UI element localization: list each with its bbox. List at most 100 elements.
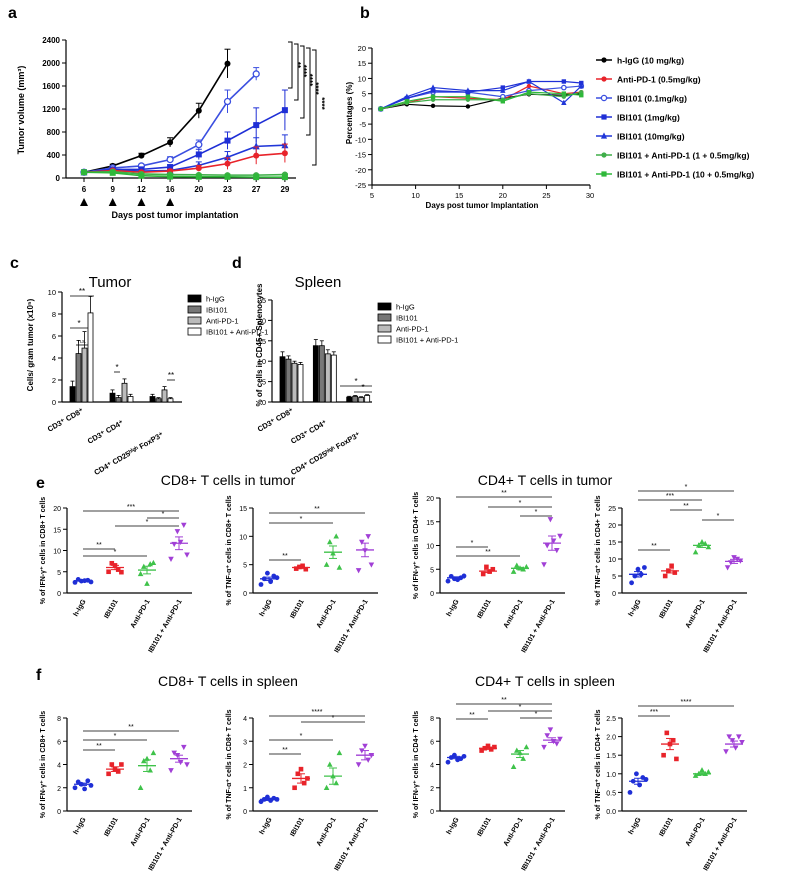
significance-mark: * [717, 513, 720, 520]
bar [167, 398, 174, 403]
bar [318, 345, 325, 403]
category-label: IBI101 [289, 816, 305, 837]
significance-bracket [294, 43, 299, 101]
category-label: h-IgG [73, 598, 88, 618]
significance-mark: ** [501, 697, 507, 704]
bar [297, 364, 304, 403]
y-tick-label: 1200 [42, 105, 60, 114]
y-tick-label: 4 [52, 354, 56, 363]
y-tick-label: 1.0 [606, 772, 616, 779]
y-tick-label: 0 [56, 174, 61, 183]
y-tick-label: 0 [430, 809, 434, 816]
x-tick-label: 25 [542, 191, 550, 200]
y-tick-label: 5 [57, 570, 61, 577]
significance-mark: * [354, 377, 357, 386]
y-tick-label: 0 [243, 809, 247, 816]
y-axis-label: % of TNF-α⁺ cells in CD4+ T cells [595, 709, 602, 819]
panel-c-title: Tumor [89, 274, 132, 291]
y-tick-label: 2.5 [606, 716, 616, 723]
y-tick-label: 4 [243, 716, 247, 723]
data-point [252, 142, 260, 150]
data-point [150, 559, 157, 566]
data-point [461, 573, 467, 579]
y-tick-label: 4 [57, 763, 61, 770]
data-point [195, 151, 202, 158]
category-label: IBI101 + Anti-PD-1 [703, 598, 739, 654]
significance-mark: ** [485, 549, 491, 556]
y-axis-label: % of IFN-γ⁺ cells in CD4+ T cells [413, 711, 420, 818]
category-label: IBI101 [658, 598, 674, 619]
data-point [224, 173, 231, 180]
category-label: Anti-PD-1 [130, 816, 152, 847]
panel-b-xlabel: Days post tumor Implantation [426, 201, 539, 210]
legend-label: IBI101 + Anti-PD-1 [396, 336, 458, 345]
data-point [561, 91, 567, 96]
category-label: CD3⁺ CD8⁺ [256, 406, 295, 434]
significance-mark: **** [312, 709, 323, 716]
data-point [167, 139, 174, 146]
bar [87, 312, 94, 403]
data-point [465, 104, 471, 109]
data-point [484, 564, 489, 570]
data-point [736, 734, 742, 740]
y-tick-label: 8 [57, 716, 61, 723]
bar [352, 395, 359, 403]
bar [346, 396, 353, 403]
data-point [224, 160, 231, 167]
data-point [579, 92, 584, 98]
legend-marker [601, 57, 607, 63]
bar [324, 353, 331, 403]
bar [81, 347, 88, 403]
x-tick-label: 27 [252, 185, 261, 194]
category-label: IBI101 [289, 598, 305, 619]
y-axis-label: % of IFN-γ⁺ cells in CD8+ T cells [40, 711, 47, 818]
data-point [106, 569, 111, 575]
data-point [479, 748, 484, 753]
data-point [85, 778, 91, 784]
data-point [141, 758, 147, 764]
significance-mark: ** [314, 506, 320, 513]
data-point [445, 578, 451, 584]
data-point [298, 766, 304, 772]
y-axis-label: % of TNF-α⁺ cells in CD8+ T cells [226, 495, 233, 605]
data-point [292, 785, 297, 791]
y-axis-label: % of TNF-α⁺ cells in CD8+ T cells [226, 709, 233, 819]
legend-label: IBI101 + Anti-PD-1 [206, 328, 268, 337]
panel-b-ylabel: Percentages (%) [345, 82, 354, 145]
data-point [224, 153, 231, 161]
data-point [368, 562, 375, 568]
panel-label-a: a [8, 5, 17, 22]
y-tick-label: 5 [362, 90, 366, 99]
data-point [223, 97, 232, 106]
legend-marker [601, 152, 607, 158]
legend-label: IBI101 [206, 306, 228, 315]
data-point [281, 174, 288, 181]
panel-d-title: Spleen [295, 274, 342, 291]
data-point [281, 107, 288, 114]
data-point [109, 762, 115, 767]
data-point [560, 84, 567, 91]
category-label: IBI101 + Anti-PD-1 [521, 598, 557, 654]
category-label: Anti-PD-1 [685, 598, 707, 629]
data-point [119, 762, 124, 767]
data-point [184, 552, 190, 558]
series-line [380, 93, 582, 110]
significance-mark: * [77, 319, 80, 328]
data-point [643, 776, 649, 782]
y-tick-label: 15 [258, 337, 266, 346]
data-point [662, 573, 668, 579]
section-title-cd8-spleen: CD8+ T cells in spleen [158, 673, 298, 689]
data-point [300, 563, 305, 569]
category-label: Anti-PD-1 [316, 598, 338, 629]
panel-f-cd8-tnfa-scatter: % of TNF-α⁺ cells in CD8+ T cells 0 1 2 3 4 h-… [226, 709, 378, 872]
significance-mark: * [332, 715, 335, 722]
category-label: IBI101 + Anti-PD-1 [148, 598, 184, 654]
significance-mark: * [300, 733, 303, 740]
y-tick-label: 15 [608, 540, 616, 547]
panel-c-ylabel: Cells/ gram tumor (x10⁵) [26, 298, 35, 391]
x-tick-label: 10 [411, 191, 419, 200]
data-point [327, 761, 333, 767]
data-point [526, 83, 532, 89]
data-point [523, 744, 530, 750]
